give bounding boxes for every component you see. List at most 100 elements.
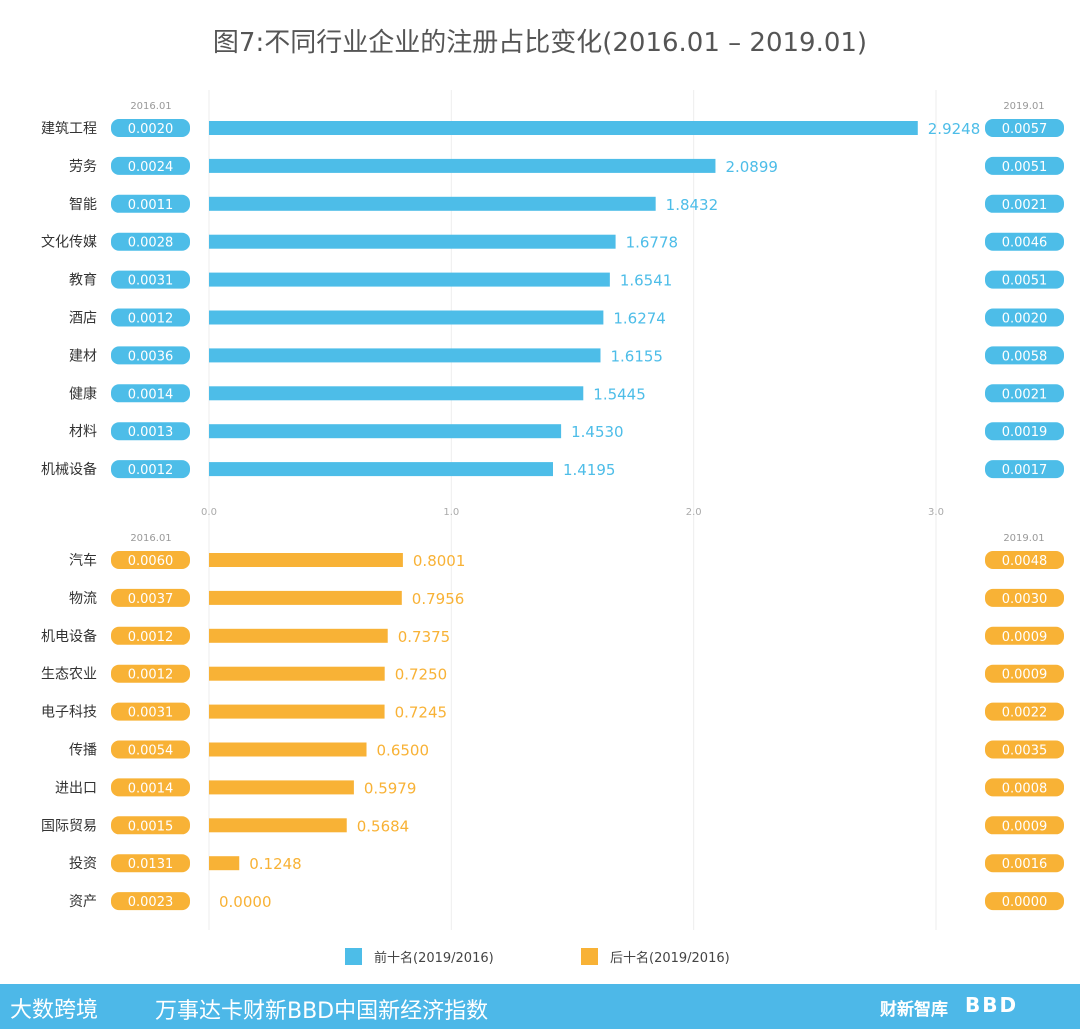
share-2019-pill xyxy=(985,384,1064,403)
share-2016-pill xyxy=(111,194,190,213)
share-2019-pill xyxy=(985,664,1064,683)
share-2019-value: 0.0057 xyxy=(1002,122,1048,137)
share-2019-pill xyxy=(985,588,1064,607)
share-2019-pill xyxy=(985,778,1064,797)
category-label: 建筑工程 xyxy=(41,121,97,137)
category-label: 汽车 xyxy=(69,552,97,569)
share-2019-pill xyxy=(985,156,1064,175)
right-column-header: 2019.01 xyxy=(1003,533,1044,544)
bar-value-label: 0.5979 xyxy=(364,779,417,797)
right-column-header: 2019.01 xyxy=(1003,101,1044,112)
bar-value-label: 2.9248 xyxy=(928,120,981,138)
bar xyxy=(209,234,616,249)
share-2019-value: 0.0030 xyxy=(1002,592,1048,607)
share-2019-value: 0.0046 xyxy=(1002,236,1048,251)
bar-value-label: 1.6274 xyxy=(613,310,666,328)
footer-brand-bbd: BBD xyxy=(965,993,1019,1017)
share-2019-value: 0.0035 xyxy=(1002,744,1048,759)
share-2016-value: 0.0020 xyxy=(128,122,174,137)
share-2019-value: 0.0021 xyxy=(1002,198,1048,213)
bar xyxy=(209,462,553,477)
share-2016-value: 0.0037 xyxy=(128,592,174,607)
share-2019-pill xyxy=(985,816,1064,835)
share-2019-value: 0.0009 xyxy=(1002,819,1048,834)
bar xyxy=(209,856,240,871)
bar xyxy=(209,348,601,363)
share-2019-value: 0.0019 xyxy=(1002,425,1048,440)
bar-value-label: 1.5445 xyxy=(593,385,646,403)
share-2019-pill xyxy=(985,854,1064,873)
bar xyxy=(209,628,388,643)
legend-swatch xyxy=(345,948,362,965)
category-label: 酒店 xyxy=(69,311,97,327)
category-label: 传播 xyxy=(69,743,97,759)
bar xyxy=(209,742,367,757)
bar xyxy=(209,704,385,719)
share-2016-value: 0.0031 xyxy=(128,274,174,289)
share-2016-value: 0.0023 xyxy=(128,895,174,910)
category-label: 劳务 xyxy=(69,159,97,175)
bar-value-label: 2.0899 xyxy=(725,158,778,176)
share-2016-value: 0.0131 xyxy=(128,857,174,872)
bar xyxy=(209,818,347,833)
share-2019-pill xyxy=(985,270,1064,289)
bar xyxy=(209,121,918,135)
left-column-header: 2016.01 xyxy=(130,533,171,544)
share-2019-value: 0.0058 xyxy=(1002,349,1048,364)
bar xyxy=(209,386,584,401)
share-2019-pill xyxy=(985,194,1064,213)
share-2019-value: 0.0017 xyxy=(1002,463,1048,478)
share-2016-value: 0.0031 xyxy=(128,706,174,721)
category-label: 智能 xyxy=(69,197,97,213)
share-2016-pill xyxy=(111,551,190,569)
legend-label: 前十名(2019/2016) xyxy=(374,950,494,966)
share-2019-value: 0.0016 xyxy=(1002,857,1048,872)
bar-value-label: 1.4530 xyxy=(571,423,624,441)
bar-value-label: 0.8001 xyxy=(413,552,466,570)
category-label: 材料 xyxy=(69,424,97,440)
bar-value-label: 0.7956 xyxy=(412,590,465,608)
share-2016-value: 0.0014 xyxy=(128,387,174,402)
bar-value-label: 1.6778 xyxy=(626,234,679,252)
category-label: 机械设备 xyxy=(41,461,97,478)
share-2016-value: 0.0014 xyxy=(128,781,174,796)
bar-value-label: 0.7375 xyxy=(398,628,451,646)
legend-swatch xyxy=(581,948,598,965)
category-label: 健康 xyxy=(69,385,97,402)
share-2019-value: 0.0020 xyxy=(1002,312,1048,327)
share-2016-value: 0.0060 xyxy=(128,554,174,569)
share-2016-pill xyxy=(111,854,190,873)
share-2019-value: 0.0008 xyxy=(1002,781,1048,796)
share-2016-value: 0.0024 xyxy=(128,160,174,175)
share-2019-value: 0.0000 xyxy=(1002,895,1048,910)
share-2019-pill xyxy=(985,551,1064,569)
share-2016-pill xyxy=(111,460,190,479)
bar-value-label: 0.0000 xyxy=(219,893,272,911)
share-2016-pill xyxy=(111,588,190,607)
x-tick-label: 0.0 xyxy=(201,507,217,518)
category-label: 生态农业 xyxy=(41,667,97,683)
share-2019-pill xyxy=(985,702,1064,721)
share-2016-value: 0.0012 xyxy=(128,668,174,683)
bar-value-label: 0.7250 xyxy=(395,666,448,684)
bar-value-label: 1.6541 xyxy=(620,272,673,290)
category-label: 机电设备 xyxy=(41,628,97,645)
share-2016-pill xyxy=(111,270,190,289)
x-tick-label: 1.0 xyxy=(443,507,459,518)
share-2016-pill xyxy=(111,816,190,835)
bar xyxy=(209,553,403,567)
x-tick-label: 2.0 xyxy=(686,507,702,518)
share-2019-pill xyxy=(985,460,1064,479)
category-label: 文化传媒 xyxy=(41,235,97,251)
share-2016-value: 0.0054 xyxy=(128,744,174,759)
share-2016-value: 0.0015 xyxy=(128,819,174,834)
bar xyxy=(209,158,716,173)
category-label: 投资 xyxy=(69,856,97,872)
share-2016-pill xyxy=(111,778,190,797)
bar xyxy=(209,666,385,681)
share-2019-pill xyxy=(985,740,1064,759)
bar-value-label: 0.7245 xyxy=(395,704,448,722)
bar xyxy=(209,590,402,605)
share-2016-value: 0.0012 xyxy=(128,630,174,645)
share-2019-value: 0.0051 xyxy=(1002,160,1048,175)
